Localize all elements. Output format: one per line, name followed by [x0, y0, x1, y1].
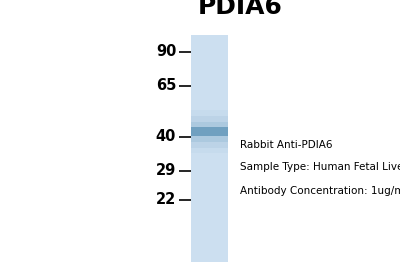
- Bar: [191, 121, 228, 142]
- Bar: [191, 35, 228, 262]
- Text: 40: 40: [156, 129, 176, 144]
- Text: Antibody Concentration: 1ug/mL: Antibody Concentration: 1ug/mL: [240, 186, 400, 196]
- Bar: [191, 127, 228, 136]
- Text: 65: 65: [156, 78, 176, 93]
- Text: Sample Type: Human Fetal Liver: Sample Type: Human Fetal Liver: [240, 162, 400, 172]
- Bar: [191, 116, 228, 148]
- Text: PDIA6: PDIA6: [198, 0, 282, 19]
- Text: 22: 22: [156, 192, 176, 207]
- Text: 90: 90: [156, 44, 176, 59]
- Text: Rabbit Anti-PDIA6: Rabbit Anti-PDIA6: [240, 140, 332, 150]
- Text: 29: 29: [156, 163, 176, 178]
- Bar: [191, 110, 228, 153]
